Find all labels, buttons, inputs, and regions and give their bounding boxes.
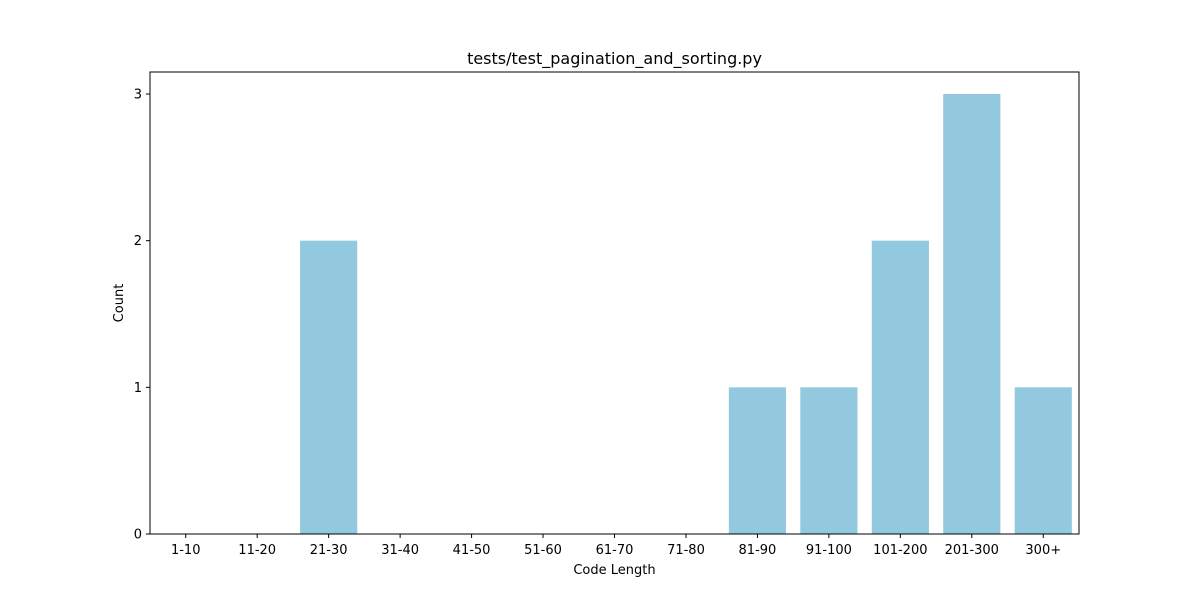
x-tick-label: 300+ xyxy=(1025,543,1061,558)
y-axis: 0 1 2 3 xyxy=(134,88,150,543)
x-tick-label: 61-70 xyxy=(596,543,634,558)
x-tick-label: 71-80 xyxy=(667,543,705,558)
x-axis-label: Code Length xyxy=(573,563,655,578)
x-tick-label: 1-10 xyxy=(171,543,201,558)
x-tick-label: 21-30 xyxy=(310,543,348,558)
y-axis-label: Count xyxy=(112,284,127,323)
bar-101-200 xyxy=(871,240,929,535)
plot-frame xyxy=(149,71,1080,535)
x-tick-label: 91-100 xyxy=(806,543,852,558)
x-tick-label: 11-20 xyxy=(238,543,276,558)
chart-title: tests/test_pagination_and_sorting.py xyxy=(467,49,762,69)
bar-81-90 xyxy=(728,387,787,534)
y-tick-label: 3 xyxy=(134,88,142,103)
bar-21-30 xyxy=(300,240,358,535)
bars-layer xyxy=(300,94,1072,535)
x-tick-label: 51-60 xyxy=(524,543,562,558)
x-tick-label: 201-300 xyxy=(945,543,999,558)
y-tick-label: 2 xyxy=(134,234,142,249)
x-tick-label: 101-200 xyxy=(873,543,927,558)
x-tick-label: 31-40 xyxy=(381,543,419,558)
x-tick-label: 41-50 xyxy=(453,543,491,558)
y-tick-label: 1 xyxy=(134,381,142,396)
y-tick-label: 0 xyxy=(134,528,142,543)
bar-91-100 xyxy=(800,387,858,534)
bar-201-300 xyxy=(943,94,1001,534)
x-tick-label: 81-90 xyxy=(739,543,777,558)
bar-300+ xyxy=(1014,387,1072,534)
x-axis: 1-10 11-20 21-30 31-40 41-50 51-60 61-70 71-80 8… xyxy=(171,534,1061,558)
